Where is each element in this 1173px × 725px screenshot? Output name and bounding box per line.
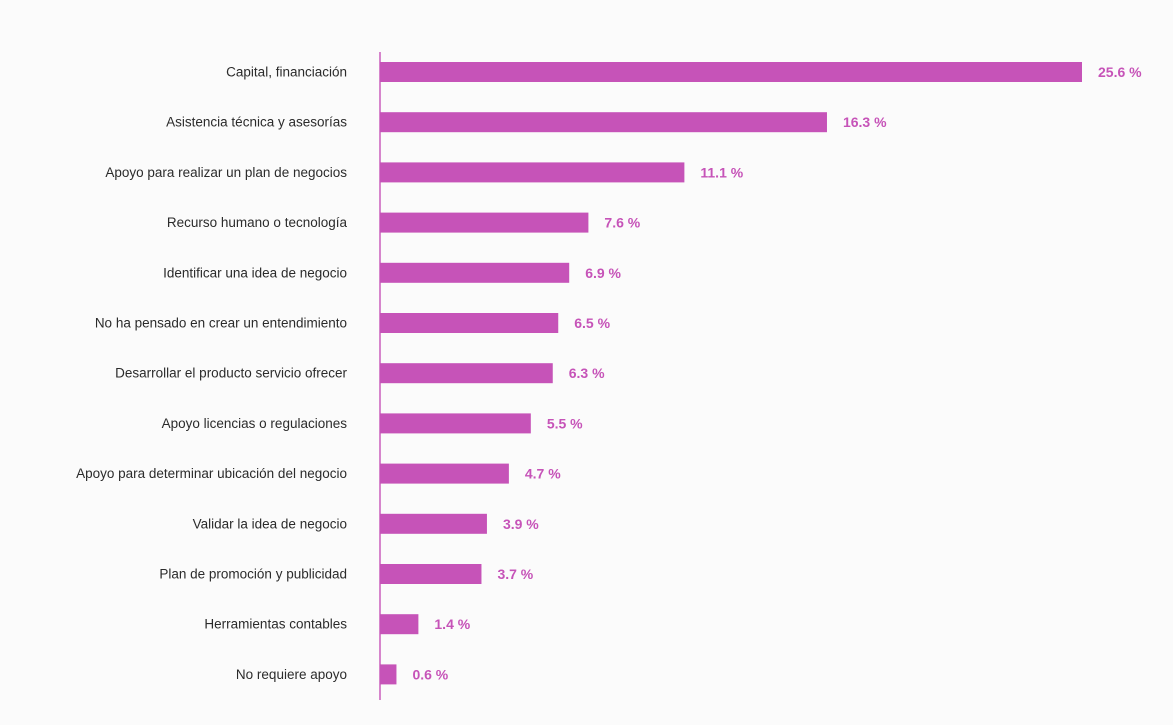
value-labels: 25.6 % 16.3 % 11.1 % 7.6 % 6.9 % 6.5 % 6.3 % 5.… [412, 64, 1142, 682]
value-label: 16.3 % [843, 114, 887, 130]
bar [380, 463, 509, 484]
category-label: No ha pensado en crear un entendimiento [95, 316, 347, 331]
bar [380, 363, 553, 384]
category-label: Validar la idea de negocio [193, 516, 347, 531]
value-label: 4.7 % [525, 466, 561, 482]
category-label: Asistencia técnica y asesorías [166, 115, 347, 130]
bar [380, 614, 419, 635]
bar [380, 413, 531, 434]
value-label: 6.5 % [574, 315, 610, 331]
category-label: Identificar una idea de negocio [163, 265, 347, 280]
category-labels: Capital, financiación Asistencia técnica … [76, 65, 347, 682]
bar [380, 664, 397, 685]
category-label: Apoyo licencias o regulaciones [162, 416, 348, 431]
value-label: 11.1 % [700, 164, 743, 180]
category-label: Herramientas contables [204, 617, 347, 632]
bar [380, 62, 1082, 82]
bars [380, 62, 1082, 685]
bar [380, 262, 570, 283]
bar [380, 112, 827, 133]
category-label: Apoyo para realizar un plan de negocios [105, 165, 347, 180]
value-label: 7.6 % [604, 215, 640, 231]
value-label: 0.6 % [412, 666, 448, 682]
category-label: Recurso humano o tecnología [167, 215, 348, 230]
value-label: 3.7 % [497, 566, 533, 582]
value-label: 6.9 % [585, 265, 621, 281]
bar [380, 212, 589, 233]
value-label: 5.5 % [547, 415, 583, 431]
value-label: 3.9 % [503, 516, 539, 532]
category-label: Apoyo para determinar ubicación del nego… [76, 466, 347, 481]
category-label: Plan de promoción y publicidad [159, 567, 347, 582]
category-label: Capital, financiación [226, 65, 347, 80]
bar [380, 564, 482, 584]
bar [380, 162, 685, 183]
value-label: 6.3 % [569, 365, 605, 381]
category-label: Desarrollar el producto servicio ofrecer [115, 366, 347, 381]
category-label: No requiere apoyo [236, 667, 347, 682]
value-label: 1.4 % [434, 616, 470, 632]
bar [380, 313, 559, 333]
value-label: 25.6 % [1098, 64, 1142, 80]
bar [380, 513, 487, 534]
